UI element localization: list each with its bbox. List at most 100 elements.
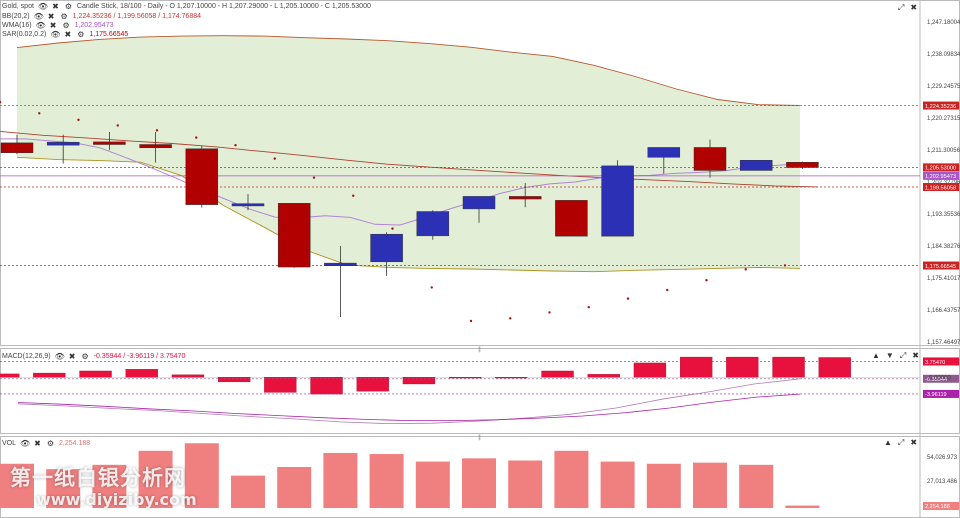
vol-values: 2,254.188	[59, 440, 91, 447]
arrow-diag-icon[interactable]: ⤢	[898, 3, 905, 12]
close-icon[interactable]: ✖	[52, 2, 59, 11]
gear-icon[interactable]: ⚙	[60, 12, 68, 21]
vol-axis-label: 27,013.486	[927, 479, 958, 485]
sar-dot	[626, 297, 630, 300]
sar-dot	[0, 100, 2, 104]
wma-values: 1,202.95473	[74, 22, 114, 29]
close-icon[interactable]: ✖	[64, 30, 72, 39]
price-axis-label: 1,184.38276	[927, 244, 960, 250]
volume-bar	[0, 463, 34, 508]
bb-band-fill	[17, 35, 800, 272]
volume-bar	[184, 443, 219, 508]
wma-legend: WMA(16) 👁 ✖ ⚙ 1,202.95473	[2, 21, 114, 30]
gear-icon[interactable]: ⚙	[77, 30, 85, 39]
price-marker-label: 1,224.35236	[925, 104, 956, 110]
sar-dot	[273, 157, 276, 160]
vol-label: VOL	[2, 440, 17, 447]
arrow-up-icon[interactable]: ▲	[884, 438, 892, 447]
macd-hist-bar	[125, 369, 158, 378]
splitter-handle: ∥	[478, 434, 481, 441]
candle-body	[0, 142, 34, 153]
macd-hist-bar	[726, 356, 759, 378]
gear-icon[interactable]: ⚙	[81, 352, 89, 361]
price-marker-label: 1,175.66545	[925, 264, 956, 270]
expand-icon[interactable]: ⤢	[897, 438, 905, 447]
price-marker-label: 1,205.53000	[925, 166, 956, 172]
macd-hist-bar	[679, 356, 713, 378]
volume-bar	[785, 505, 820, 508]
sar-legend: SAR(0.02,0.2) 👁 ✖ ⚙ 1,175.66545	[2, 30, 128, 39]
bb-values: 1,224.35236 / 1,199.56058 / 1,174.76884	[72, 13, 202, 20]
watermark-text: 第一纸白银分析网	[10, 466, 186, 490]
eye-icon[interactable]: 👁	[37, 2, 49, 11]
candle-body	[555, 200, 588, 237]
eye-icon[interactable]: 👁	[35, 21, 46, 30]
arrow-up-icon[interactable]: ▲	[872, 351, 880, 360]
close-icon[interactable]: ✖	[910, 438, 918, 447]
macd-marker-tag	[923, 374, 959, 383]
close-icon[interactable]: ✖	[34, 439, 41, 448]
close-icon[interactable]: ✖	[47, 12, 55, 21]
price-axis-label: 1,157.46497	[927, 340, 960, 346]
arrow-down-icon[interactable]: ▼	[885, 351, 894, 360]
sar-dot	[352, 194, 355, 197]
candle-body	[693, 147, 727, 171]
watermark-url: www.diyiziby.com	[36, 490, 197, 509]
bb-upper-line	[16, 35, 801, 106]
candle-body	[324, 262, 357, 266]
price-axis-label: 1,193.35536	[927, 212, 960, 218]
macd-hist-bar	[79, 370, 112, 378]
eye-icon[interactable]: 👁	[20, 439, 31, 448]
price-axis-label: 1,166.43757	[927, 308, 960, 314]
macd-legend: MACD(12,26,9) 👁 ✖ ⚙ -0.35944 / -3.96119 …	[2, 352, 185, 361]
macd-label: MACD(12,26,9)	[2, 353, 51, 360]
close-icon[interactable]: ✖	[49, 21, 57, 30]
close-icon[interactable]: ✖	[910, 3, 918, 12]
price-axis-label: 1,202.32796	[927, 180, 960, 186]
price-marker-label: 1,202.95473	[925, 174, 956, 180]
main-window-controls: ⤢ ✖	[898, 3, 917, 13]
macd-hist-bar	[264, 377, 297, 393]
volume-bar	[693, 462, 727, 508]
gear-icon[interactable]: ⚙	[64, 2, 72, 11]
sar-dot	[430, 286, 433, 289]
macd-hist-bar	[495, 377, 528, 379]
eye-icon[interactable]: 👁	[50, 30, 61, 39]
volume-bar	[462, 458, 496, 508]
sar-dot	[38, 112, 41, 115]
price-marker-label: 1,199.56058	[925, 185, 956, 191]
volume-bar	[369, 454, 404, 508]
candle-body	[370, 233, 403, 263]
sar-dot	[155, 129, 159, 132]
expand-icon[interactable]: ⤢	[899, 351, 907, 360]
eye-icon[interactable]: 👁	[54, 352, 65, 361]
candle-body	[93, 141, 126, 145]
candle-body	[601, 165, 634, 237]
sar-label: SAR(0.02,0.2)	[2, 31, 47, 38]
vol-legend: VOL 👁 ✖ ⚙ 2,254.188	[2, 439, 90, 448]
price-axis-label: 1,211.30056	[927, 148, 960, 154]
eye-icon[interactable]: 👁	[33, 12, 44, 21]
candle-body	[139, 144, 172, 149]
price-marker-tag	[923, 183, 959, 192]
bb-label: BB(20,2)	[2, 13, 30, 20]
price-marker-tag	[923, 163, 959, 172]
bb-legend: BB(20,2) 👁 ✖ ⚙ 1,224.35236 / 1,199.56058…	[2, 12, 201, 21]
macd-hist-bar	[0, 373, 20, 378]
macd-marker-tag	[923, 389, 959, 398]
splitter-handle: ∥	[478, 346, 481, 353]
sar-dot	[391, 227, 394, 230]
volume-bar	[323, 452, 358, 508]
close-icon[interactable]: ✖	[68, 352, 76, 361]
candle-body	[277, 203, 311, 268]
macd-values: -0.35944 / -3.96119 / 3.75470	[93, 353, 186, 360]
price-axis-label: 1,238.09834	[927, 52, 960, 58]
sar-dot	[312, 176, 316, 179]
gear-icon[interactable]: ⚙	[46, 439, 55, 448]
price-axis-label: 1,229.24575	[927, 84, 960, 90]
sar-dot	[469, 319, 473, 323]
close-icon[interactable]: ✖	[912, 351, 919, 360]
wma-label: WMA(16)	[2, 22, 32, 29]
price-axis-label: 1,247.18004	[927, 20, 960, 26]
gear-icon[interactable]: ⚙	[62, 21, 70, 30]
